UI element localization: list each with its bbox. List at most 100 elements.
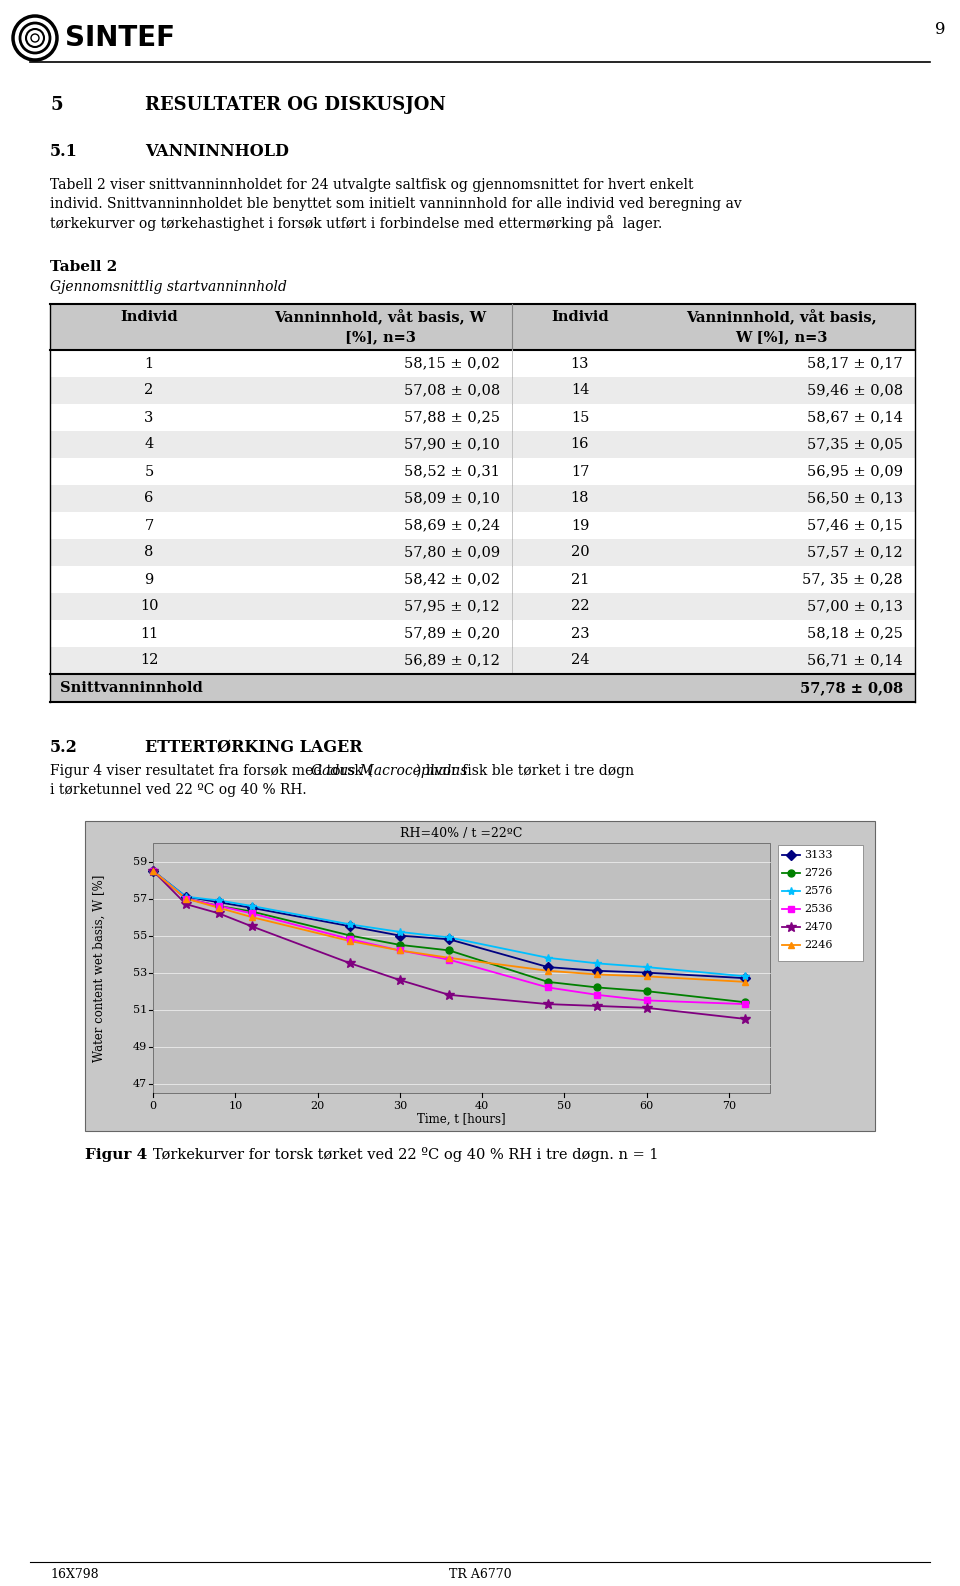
Bar	[50, 404, 915, 431]
Text: Snittvanninnhold: Snittvanninnhold	[60, 680, 203, 695]
Text: TR A6770: TR A6770	[448, 1569, 512, 1581]
Text: 2726: 2726	[804, 868, 832, 879]
Text: 16: 16	[571, 438, 589, 452]
Text: 18: 18	[571, 492, 589, 506]
Text: 57,89 ± 0,20: 57,89 ± 0,20	[404, 626, 500, 641]
Text: 70: 70	[722, 1101, 736, 1112]
Text: 0: 0	[150, 1101, 156, 1112]
Text: 47: 47	[132, 1078, 147, 1088]
Text: 2246: 2246	[804, 940, 832, 950]
Text: ) hvor fisk ble tørket i tre døgn: ) hvor fisk ble tørket i tre døgn	[417, 764, 635, 779]
Text: VANNINNHOLD: VANNINNHOLD	[145, 143, 289, 160]
Text: 2470: 2470	[804, 921, 832, 933]
Text: 9: 9	[934, 22, 945, 38]
Text: 40: 40	[475, 1101, 490, 1112]
Text: RESULTATER OG DISKUSJON: RESULTATER OG DISKUSJON	[145, 97, 445, 114]
Text: 13: 13	[571, 357, 589, 371]
Bar	[50, 620, 915, 647]
Text: 5: 5	[50, 97, 62, 114]
Text: 2: 2	[144, 384, 154, 398]
Bar	[778, 845, 863, 961]
Text: 58,69 ± 0,24: 58,69 ± 0,24	[404, 519, 500, 533]
Text: 23: 23	[570, 626, 589, 641]
Text: 10: 10	[228, 1101, 242, 1112]
Bar	[50, 539, 915, 566]
Bar	[50, 593, 915, 620]
Text: W [%], n=3: W [%], n=3	[735, 330, 828, 344]
Text: 55: 55	[132, 931, 147, 940]
Text: 58,67 ± 0,14: 58,67 ± 0,14	[807, 411, 903, 425]
Bar	[50, 674, 915, 703]
Text: 58,18 ± 0,25: 58,18 ± 0,25	[807, 626, 903, 641]
Text: 57,78 ± 0,08: 57,78 ± 0,08	[800, 680, 903, 695]
Text: ETTERTØRKING LAGER: ETTERTØRKING LAGER	[145, 739, 363, 755]
Text: 10: 10	[140, 600, 158, 614]
Text: 53: 53	[132, 967, 147, 977]
Text: 57,46 ± 0,15: 57,46 ± 0,15	[807, 519, 903, 533]
Text: 56,95 ± 0,09: 56,95 ± 0,09	[807, 465, 903, 479]
Text: 6: 6	[144, 492, 154, 506]
Text: 14: 14	[571, 384, 589, 398]
Text: 57,88 ± 0,25: 57,88 ± 0,25	[404, 411, 500, 425]
Text: 51: 51	[132, 1004, 147, 1015]
Text: 3: 3	[144, 411, 154, 425]
Text: tørkekurver og tørkehastighet i forsøk utført i forbindelse med ettermørking på : tørkekurver og tørkehastighet i forsøk u…	[50, 216, 662, 232]
Text: 57,35 ± 0,05: 57,35 ± 0,05	[807, 438, 903, 452]
Text: Tørkekurver for torsk tørket ved 22 ºC og 40 % RH i tre døgn. n = 1: Tørkekurver for torsk tørket ved 22 ºC o…	[139, 1148, 659, 1163]
Text: 19: 19	[571, 519, 589, 533]
Text: Water content wet basis, W [%]: Water content wet basis, W [%]	[92, 874, 106, 1061]
Text: 56,89 ± 0,12: 56,89 ± 0,12	[404, 653, 500, 668]
Text: individ. Snittvanninnholdet ble benyttet som initielt vanninnhold for alle indiv: individ. Snittvanninnholdet ble benyttet…	[50, 197, 742, 211]
Text: 20: 20	[570, 546, 589, 560]
Text: 58,52 ± 0,31: 58,52 ± 0,31	[404, 465, 500, 479]
Text: 50: 50	[557, 1101, 571, 1112]
Text: 56,50 ± 0,13: 56,50 ± 0,13	[807, 492, 903, 506]
Bar	[153, 844, 770, 1093]
Text: 59,46 ± 0,08: 59,46 ± 0,08	[806, 384, 903, 398]
Text: 4: 4	[144, 438, 154, 452]
Text: Figur 4: Figur 4	[85, 1148, 147, 1163]
Text: 7: 7	[144, 519, 154, 533]
Text: RH=40% / t =22ºC: RH=40% / t =22ºC	[400, 826, 522, 839]
Bar	[50, 485, 915, 512]
Text: Vanninnhold, våt basis, W: Vanninnhold, våt basis, W	[274, 309, 486, 325]
Text: Individ: Individ	[120, 309, 178, 324]
Text: Time, t [hours]: Time, t [hours]	[418, 1112, 506, 1126]
Text: 9: 9	[144, 573, 154, 587]
Text: 58,42 ± 0,02: 58,42 ± 0,02	[404, 573, 500, 587]
Bar	[50, 431, 915, 458]
Bar	[50, 351, 915, 377]
Text: 56,71 ± 0,14: 56,71 ± 0,14	[807, 653, 903, 668]
Text: 22: 22	[571, 600, 589, 614]
Text: 58,15 ± 0,02: 58,15 ± 0,02	[404, 357, 500, 371]
Text: 57,90 ± 0,10: 57,90 ± 0,10	[404, 438, 500, 452]
Text: Tabell 2 viser snittvanninnholdet for 24 utvalgte saltfisk og gjennomsnittet for: Tabell 2 viser snittvanninnholdet for 24…	[50, 178, 693, 192]
Text: 49: 49	[132, 1042, 147, 1052]
Text: Individ: Individ	[551, 309, 609, 324]
Text: 20: 20	[310, 1101, 324, 1112]
Text: 11: 11	[140, 626, 158, 641]
Text: Tabell 2: Tabell 2	[50, 260, 117, 274]
Text: 1: 1	[144, 357, 154, 371]
Text: 17: 17	[571, 465, 589, 479]
Text: 5.2: 5.2	[50, 739, 78, 755]
Bar	[50, 305, 915, 351]
Text: 58,17 ± 0,17: 58,17 ± 0,17	[807, 357, 903, 371]
Text: Gjennomsnittlig startvanninnhold: Gjennomsnittlig startvanninnhold	[50, 281, 287, 293]
Text: 16X798: 16X798	[50, 1569, 99, 1581]
Text: 30: 30	[393, 1101, 407, 1112]
Text: 21: 21	[571, 573, 589, 587]
Text: 3133: 3133	[804, 850, 832, 860]
Text: 60: 60	[639, 1101, 654, 1112]
Text: 57: 57	[132, 893, 147, 904]
Text: Figur 4 viser resultatet fra forsøk med torsk (: Figur 4 viser resultatet fra forsøk med …	[50, 764, 372, 779]
Text: SINTEF: SINTEF	[65, 24, 175, 52]
Text: 2536: 2536	[804, 904, 832, 914]
Text: 24: 24	[571, 653, 589, 668]
Text: 8: 8	[144, 546, 154, 560]
Bar	[85, 822, 875, 1131]
Bar	[50, 647, 915, 674]
Text: 59: 59	[132, 856, 147, 866]
Bar	[50, 512, 915, 539]
Text: 12: 12	[140, 653, 158, 668]
